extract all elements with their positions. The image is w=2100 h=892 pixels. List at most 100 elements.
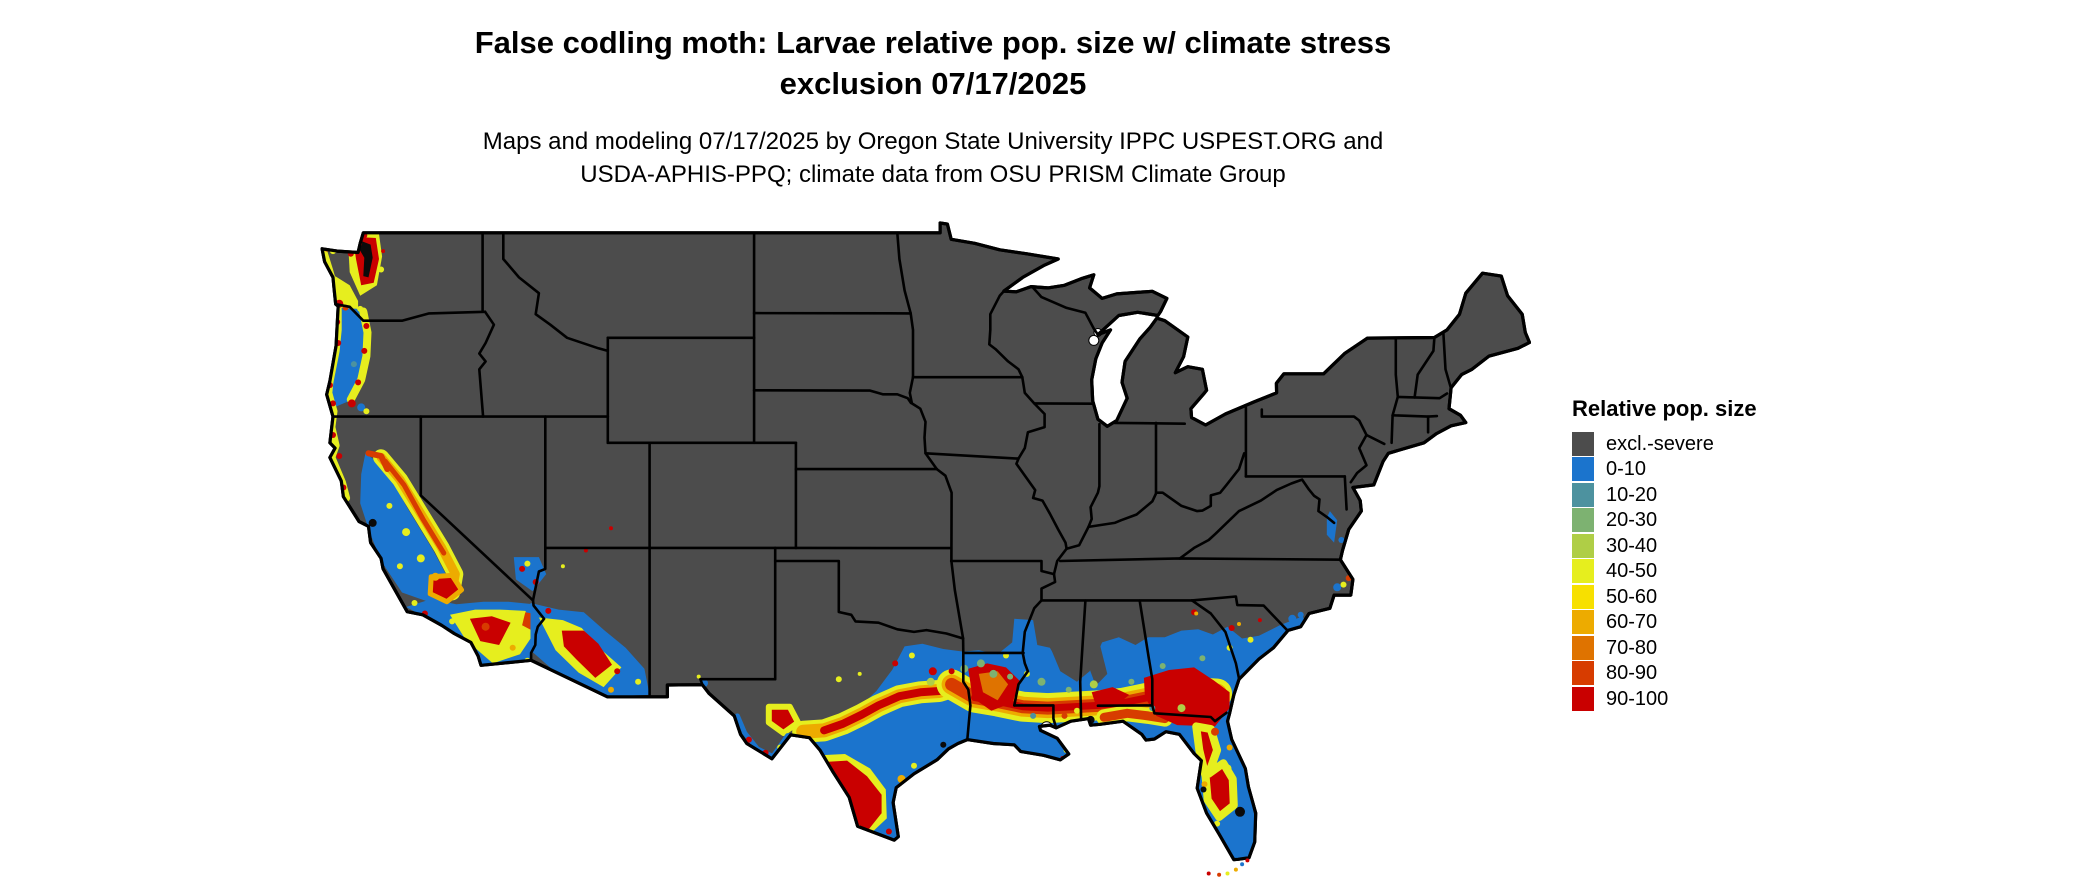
risk-speck: [519, 565, 526, 572]
risk-region: [1049, 645, 1077, 682]
legend-swatch-icon: [1572, 559, 1594, 584]
risk-band: [820, 687, 944, 735]
risk-speck: [934, 749, 940, 756]
risk-speck: [350, 361, 357, 368]
risk-speck: [1297, 611, 1304, 618]
state-border-line: [950, 559, 972, 741]
risk-speck: [1007, 673, 1014, 680]
risk-speck: [1201, 781, 1208, 788]
legend-item: 50-60: [1572, 584, 1757, 610]
risk-speck: [1237, 622, 1241, 626]
risk-band: [382, 458, 447, 556]
legend-item-label: 90-100: [1606, 687, 1669, 710]
state-border-line: [502, 231, 610, 353]
risk-band: [365, 450, 391, 473]
risk-region: [561, 630, 612, 678]
us-map: [310, 217, 1531, 877]
state-border-line: [478, 310, 496, 418]
risk-speck: [431, 572, 440, 581]
legend-item: 70-80: [1572, 635, 1757, 661]
legend-swatch-icon: [1572, 686, 1594, 711]
legend-item-label: 10-20: [1606, 483, 1658, 506]
state-border-line: [773, 546, 965, 640]
state-border-line: [1113, 421, 1186, 425]
risk-speck: [402, 528, 411, 537]
risk-speck: [357, 403, 366, 412]
risk-speck: [1340, 581, 1347, 588]
legend-item-label: 70-80: [1606, 636, 1658, 659]
risk-region: [826, 760, 882, 832]
state-border-line: [334, 302, 487, 322]
legend-item-label: 20-30: [1606, 509, 1658, 532]
legend-swatch-icon: [1572, 457, 1594, 482]
risk-speck: [347, 399, 356, 408]
risk-speck: [1065, 686, 1072, 693]
state-border-line: [1391, 414, 1439, 418]
risk-region: [358, 240, 373, 278]
risk-speck: [524, 560, 531, 567]
state-border-line: [1138, 599, 1154, 707]
risk-speck: [1200, 786, 1207, 793]
legend-item: 40-50: [1572, 559, 1757, 585]
risk-speck: [368, 518, 377, 527]
legend-item: 20-30: [1572, 508, 1757, 534]
risk-speck: [908, 652, 915, 659]
risk-speck: [363, 323, 370, 329]
risk-speck: [560, 564, 565, 569]
state-border-line: [1190, 599, 1241, 680]
risk-speck: [336, 453, 343, 459]
state-border-line: [1396, 392, 1449, 400]
risk-region: [957, 616, 1314, 860]
us-map-svg: [320, 221, 1531, 877]
risk-speck: [330, 400, 336, 407]
florida-keys-specks: [1206, 858, 1250, 877]
risk-speck: [635, 678, 642, 685]
risk-speck: [885, 828, 892, 835]
risk-speck: [609, 526, 613, 531]
page-title: False codling moth: Larvae relative pop.…: [333, 22, 1533, 104]
conus-outline: [320, 221, 1531, 862]
risk-speck: [1177, 704, 1186, 713]
legend-swatch-icon: [1572, 482, 1594, 507]
risk-speck: [940, 741, 947, 748]
legend-rows: excl.-severe 0-10 10-20 20-30 30-40 40-50 50-6…: [1572, 431, 1757, 712]
risk-speck: [413, 623, 420, 630]
legend-item-label: 80-90: [1606, 662, 1658, 685]
risk-speck: [835, 676, 842, 683]
legend-title: Relative pop. size: [1572, 396, 1757, 421]
risk-speck: [1206, 871, 1211, 876]
legend-item-label: excl.-severe: [1606, 432, 1714, 455]
risk-region: [978, 671, 1009, 701]
legend-item-label: 30-40: [1606, 534, 1658, 557]
legend-item-label: 60-70: [1606, 611, 1658, 634]
risk-speck: [378, 266, 385, 273]
subtitle-line-1: Maps and modeling 07/17/2025 by Oregon S…: [482, 128, 1384, 155]
state-border-line: [1343, 475, 1348, 511]
risk-speck: [1194, 611, 1199, 616]
state-border-line: [1413, 336, 1436, 399]
state-border-line: [935, 467, 953, 563]
risk-speck: [911, 762, 917, 769]
map-legend: Relative pop. size excl.-severe 0-10 10-20…: [1572, 396, 1757, 712]
risk-speck: [1074, 707, 1080, 714]
map-overlays: [322, 232, 1352, 860]
risk-speck: [545, 607, 552, 614]
legend-swatch-icon: [1572, 610, 1594, 635]
legend-swatch-icon: [1572, 431, 1594, 456]
risk-speck: [1225, 871, 1230, 876]
legend-item: 80-90: [1572, 661, 1757, 687]
risk-speck: [1030, 712, 1037, 719]
subtitle-line-2: USDA-APHIS-PPQ; climate data from OSU PR…: [580, 161, 1286, 188]
risk-speck: [1223, 764, 1232, 773]
subtitle: Maps and modeling 07/17/2025 by Oregon S…: [333, 125, 1533, 191]
risk-region: [1192, 722, 1238, 821]
state-border-line: [531, 415, 547, 602]
risk-speck: [1245, 858, 1250, 863]
state-border-line: [908, 375, 939, 471]
risk-speck: [1226, 744, 1233, 751]
state-border-line: [949, 559, 1056, 576]
legend-item: 0-10: [1572, 457, 1757, 483]
risk-speck: [1199, 655, 1206, 662]
risk-speck: [1338, 537, 1345, 543]
legend-swatch-icon: [1572, 533, 1594, 558]
